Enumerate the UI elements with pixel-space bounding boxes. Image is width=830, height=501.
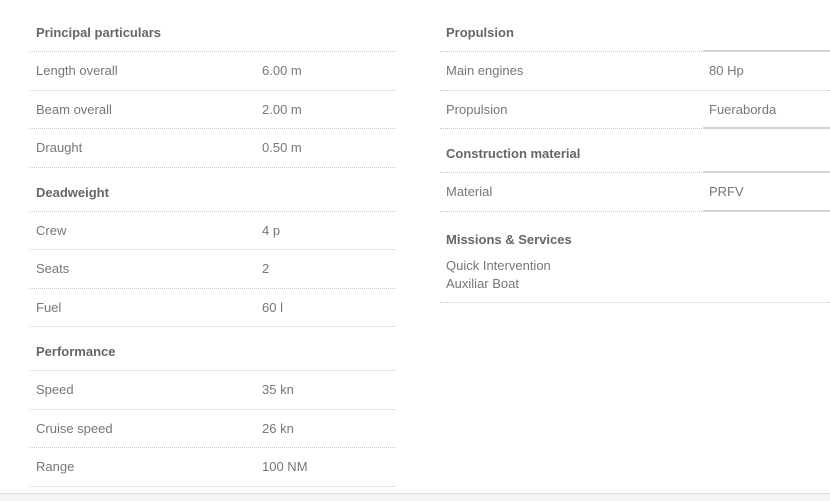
section-header-construction: Construction material — [440, 129, 830, 173]
spec-label: Beam overall — [36, 101, 112, 117]
spec-label: Cruise speed — [36, 420, 113, 436]
section-header: Deadweight — [30, 168, 395, 212]
spec-value: 80 Hp — [709, 63, 744, 79]
spec-label: Material — [446, 184, 493, 200]
spec-row: Fuel 60 l — [30, 289, 395, 327]
spec-row: Range 100 NM — [30, 448, 395, 487]
spec-label: Propulsion — [446, 101, 508, 117]
section-header-missions: Missions & Services — [446, 231, 572, 247]
section-header: Principal particulars — [30, 8, 395, 52]
mission-item: Auxiliar Boat — [446, 275, 519, 291]
spec-label: Length overall — [36, 63, 118, 79]
spec-label: Crew — [36, 222, 67, 238]
spec-label: Fuel — [36, 299, 62, 315]
spec-row: Cruise speed 26 kn — [30, 410, 395, 448]
footer-bar — [0, 493, 830, 501]
spec-row: Beam overall 2.00 m — [30, 91, 395, 129]
spec-label: Draught — [36, 140, 83, 156]
spec-row: Length overall 6.00 m — [30, 52, 395, 91]
spec-value: 100 NM — [262, 459, 308, 475]
spec-value: 4 p — [262, 222, 281, 238]
spec-row-main-engines: Main engines 80 Hp — [440, 52, 830, 91]
spec-row-material: Material PRFV — [440, 173, 830, 212]
spec-row: Crew 4 p — [30, 212, 395, 250]
spec-label: Range — [36, 459, 75, 475]
spec-value: Fueraborda — [709, 101, 777, 117]
section-header: Performance — [30, 327, 395, 371]
section-header-propulsion: Propulsion — [440, 8, 830, 52]
spec-value: 2.00 m — [262, 101, 302, 117]
spec-row: Draught 0.50 m — [30, 129, 395, 168]
spec-value: 0.50 m — [262, 140, 302, 156]
specs-left-column: Principal particulars Length overall 6.00 … — [30, 8, 395, 487]
spec-value: 6.00 m — [262, 63, 302, 79]
spec-value: 60 l — [262, 299, 283, 315]
spec-value: PRFV — [709, 184, 744, 200]
spec-value: 2 — [262, 261, 270, 277]
spec-row-propulsion: Propulsion Fueraborda — [440, 91, 830, 129]
spec-value: 26 kn — [262, 420, 294, 436]
spec-row: Seats 2 — [30, 250, 395, 289]
spec-label: Speed — [36, 382, 74, 398]
spec-row: Speed 35 kn — [30, 371, 395, 410]
specs-right-column: Propulsion Main engines 80 Hp Propulsion… — [440, 8, 830, 303]
missions-list: Quick Intervention Auxiliar Boat — [440, 247, 830, 303]
spec-label: Seats — [36, 261, 70, 277]
mission-item: Quick Intervention — [446, 257, 551, 273]
spec-value: 35 kn — [262, 382, 294, 398]
spec-label: Main engines — [446, 63, 524, 79]
